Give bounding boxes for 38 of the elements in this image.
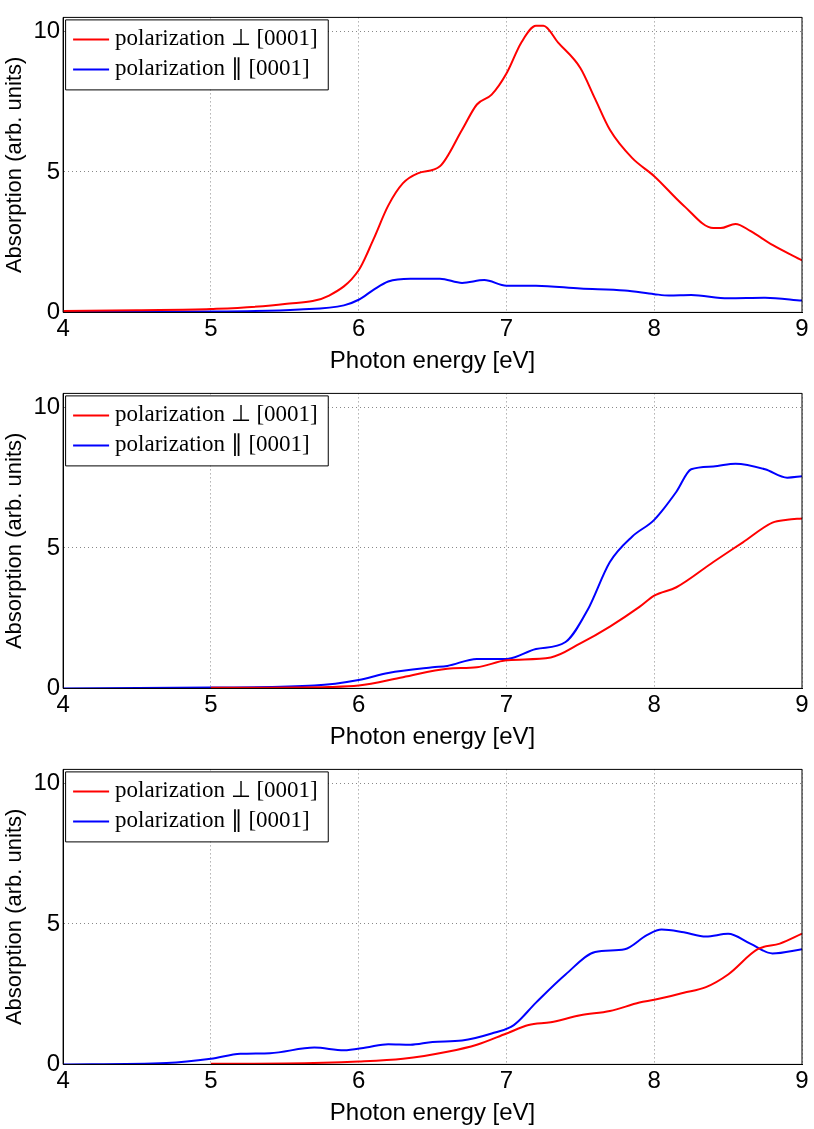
y-axis-title: Absorption (arb. units) (1, 808, 27, 1026)
line-series (209, 517, 802, 689)
x-tick-label: 9 (795, 1066, 809, 1094)
x-tick-label: 9 (795, 690, 809, 718)
legend-label: polarization ∥ [0001] (115, 55, 310, 81)
x-tick-label: 6 (351, 1066, 366, 1094)
y-tick-label: 10 (33, 16, 61, 44)
y-tick-label: 0 (46, 297, 61, 325)
x-tick-label: 8 (647, 1066, 661, 1094)
y-tick-label: 0 (46, 673, 61, 701)
x-tick-label: 6 (351, 314, 366, 342)
y-tick-label: 5 (46, 908, 61, 936)
x-tick-label: 5 (204, 690, 218, 718)
x-tick-label: 6 (351, 690, 366, 718)
y-tick-label: 10 (33, 768, 61, 796)
x-tick-label: 5 (204, 314, 218, 342)
x-tick-label: 5 (204, 1066, 218, 1094)
y-tick-label: 5 (46, 156, 61, 184)
line-series (209, 932, 802, 1065)
legend-label: polarization ⊥ [0001] (115, 777, 318, 803)
x-tick-label: 8 (647, 690, 661, 718)
y-axis-title: Absorption (arb. units) (1, 56, 27, 274)
x-axis-title: Photon energy [eV] (329, 346, 536, 374)
x-tick-label: 9 (795, 314, 809, 342)
x-tick-label: 7 (499, 314, 514, 342)
y-tick-label: 5 (46, 532, 61, 560)
legend-label: polarization ⊥ [0001] (115, 401, 318, 427)
x-axis-title: Photon energy [eV] (329, 1098, 536, 1126)
legend-label: polarization ⊥ [0001] (115, 25, 318, 51)
y-tick-label: 0 (46, 1049, 61, 1077)
y-tick-label: 10 (33, 392, 61, 420)
x-tick-label: 7 (499, 690, 514, 718)
legend-label: polarization ∥ [0001] (115, 807, 310, 833)
x-tick-label: 8 (647, 314, 661, 342)
legend-label: polarization ∥ [0001] (115, 431, 310, 457)
y-axis-title: Absorption (arb. units) (1, 432, 27, 650)
x-tick-label: 7 (499, 1066, 514, 1094)
x-axis-title: Photon energy [eV] (329, 722, 536, 750)
